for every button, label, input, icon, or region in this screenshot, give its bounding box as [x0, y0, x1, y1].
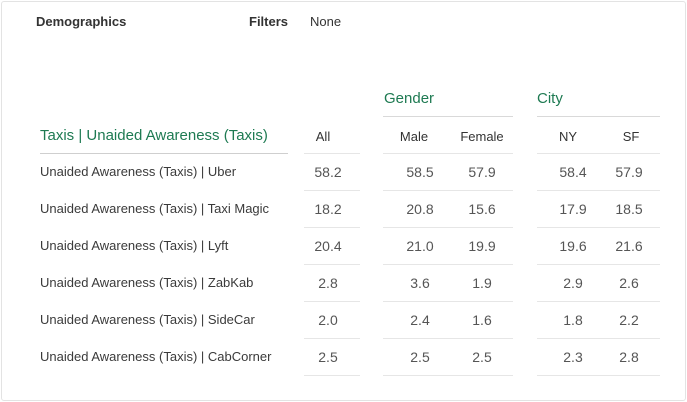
- row-label-cabcorner: Unaided Awareness (Taxis) | CabCorner: [40, 349, 272, 364]
- divider: [304, 153, 360, 154]
- group-gender-title: Gender: [384, 90, 435, 107]
- group-city-divider: [537, 116, 660, 117]
- table-cell: 1.6: [472, 312, 492, 328]
- table-cell: 2.8: [318, 275, 338, 291]
- filters-label[interactable]: Filters: [249, 14, 289, 29]
- table-cell: 57.9: [615, 164, 643, 180]
- table-cell: 58.2: [314, 164, 342, 180]
- divider: [537, 227, 660, 228]
- table-cell: 2.5: [318, 349, 338, 365]
- filters-value[interactable]: None: [310, 14, 342, 29]
- table-cell: 1.9: [472, 275, 492, 291]
- table-cell: 21.6: [615, 238, 643, 254]
- divider: [304, 338, 360, 339]
- column-header-male: Male: [399, 129, 429, 144]
- table-cell: 2.3: [563, 349, 583, 365]
- row-label-taxi-magic: Unaided Awareness (Taxis) | Taxi Magic: [40, 201, 270, 216]
- table-cell: 57.9: [468, 164, 496, 180]
- divider: [383, 153, 513, 154]
- column-header-sf: SF: [622, 129, 640, 144]
- divider: [304, 301, 360, 302]
- divider: [304, 264, 360, 265]
- row-label-uber: Unaided Awareness (Taxis) | Uber: [40, 164, 237, 179]
- divider: [383, 301, 513, 302]
- divider: [304, 190, 360, 191]
- table-cell: 21.0: [406, 238, 434, 254]
- divider: [537, 338, 660, 339]
- divider: [537, 264, 660, 265]
- demographics-label[interactable]: Demographics: [36, 14, 127, 29]
- table-cell: 2.4: [410, 312, 430, 328]
- panel-header: Demographics Filters None: [2, 2, 685, 42]
- divider: [383, 190, 513, 191]
- table-cell: 2.9: [563, 275, 583, 291]
- divider: [304, 227, 360, 228]
- divider: [383, 264, 513, 265]
- divider: [537, 301, 660, 302]
- divider: [537, 153, 660, 154]
- table-cell: 18.5: [615, 201, 643, 217]
- table-title-divider: [40, 153, 288, 154]
- table-cell: 2.5: [472, 349, 492, 365]
- column-header-female: Female: [460, 129, 504, 144]
- column-header-all: All: [315, 129, 331, 144]
- divider: [383, 227, 513, 228]
- row-label-sidecar: Unaided Awareness (Taxis) | SideCar: [40, 312, 255, 327]
- table-title: Taxis | Unaided Awareness (Taxis): [40, 127, 268, 144]
- table-cell: 2.5: [410, 349, 430, 365]
- divider: [537, 190, 660, 191]
- divider: [383, 375, 513, 376]
- group-city-title: City: [537, 90, 563, 107]
- divider: [383, 338, 513, 339]
- table-cell: 19.9: [468, 238, 496, 254]
- table-cell: 18.2: [314, 201, 342, 217]
- row-label-zabkab: Unaided Awareness (Taxis) | ZabKab: [40, 275, 254, 290]
- table-cell: 20.8: [406, 201, 434, 217]
- divider: [304, 375, 360, 376]
- table-cell: 1.8: [563, 312, 583, 328]
- table-cell: 17.9: [559, 201, 587, 217]
- table-cell: 58.4: [559, 164, 587, 180]
- group-gender-divider: [383, 116, 513, 117]
- table-cell: 15.6: [468, 201, 496, 217]
- table-cell: 2.0: [318, 312, 338, 328]
- table-cell: 58.5: [406, 164, 434, 180]
- table-cell: 3.6: [410, 275, 430, 291]
- column-header-ny: NY: [558, 129, 578, 144]
- table-cell: 20.4: [314, 238, 342, 254]
- table-cell: 2.2: [619, 312, 639, 328]
- table-cell: 2.6: [619, 275, 639, 291]
- table-cell: 19.6: [559, 238, 587, 254]
- table-cell: 2.8: [619, 349, 639, 365]
- divider: [537, 375, 660, 376]
- row-label-lyft: Unaided Awareness (Taxis) | Lyft: [40, 238, 229, 253]
